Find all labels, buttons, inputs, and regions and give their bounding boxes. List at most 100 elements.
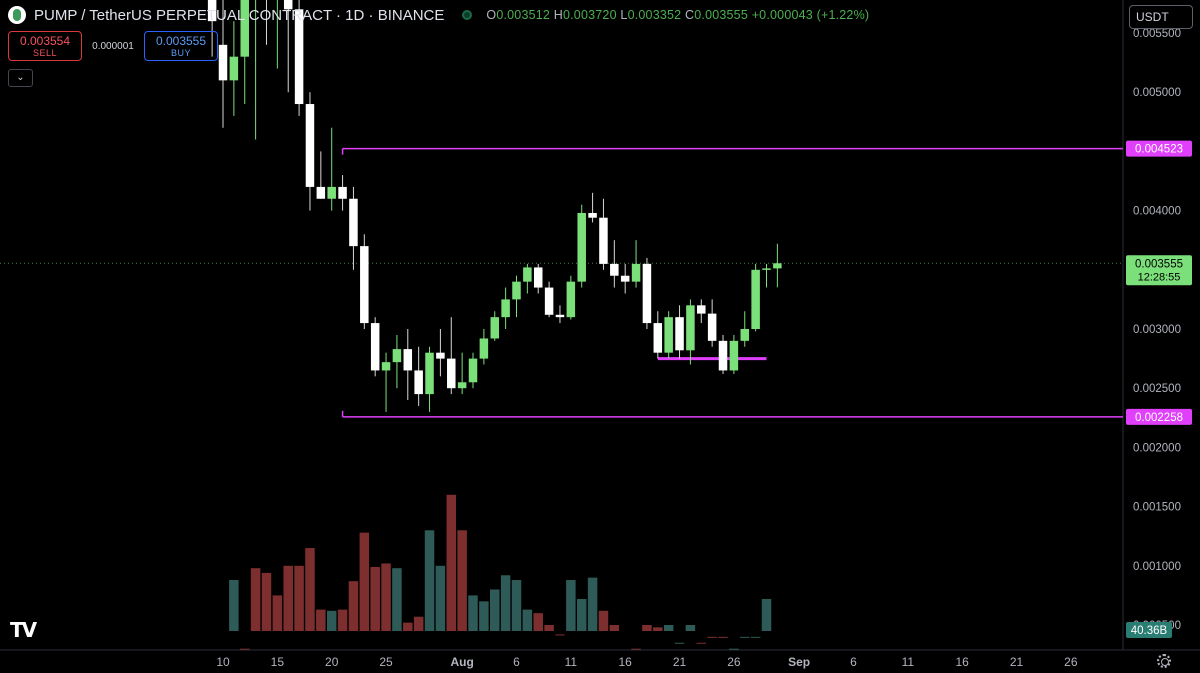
volume-bar — [479, 601, 489, 631]
candle-body — [577, 212, 586, 282]
collapse-button[interactable]: ⌄ — [8, 69, 33, 87]
candle-body — [392, 349, 402, 363]
candle — [664, 311, 673, 359]
time-axis[interactable]: 10 15 20 25 Aug 6 11 16 21 26 Sep 6 11 16 21 26 — [216, 655, 1078, 669]
candle-body — [512, 281, 521, 300]
volume-bar — [283, 565, 293, 631]
buy-button[interactable]: 0.003555 BUY — [144, 31, 218, 61]
candle — [686, 299, 695, 365]
candle — [414, 346, 423, 406]
candle — [642, 257, 652, 329]
price-tick-label: 0.001500 — [1133, 502, 1181, 514]
candle-body — [338, 186, 347, 199]
candle — [392, 334, 402, 389]
volume-bar — [620, 652, 630, 653]
symbol-logo-icon — [8, 6, 26, 24]
time-tick-label: Aug — [450, 655, 473, 669]
volume-bar — [674, 642, 685, 644]
volume-bar — [609, 625, 620, 631]
candle — [240, 0, 249, 105]
candle — [229, 21, 239, 116]
volume-bar — [392, 568, 402, 631]
candle — [588, 192, 597, 223]
candle-body — [349, 198, 358, 247]
candle-body — [294, 9, 304, 105]
price-axis[interactable]: 0.0055000.0050000.0045000.0040000.003500… — [1133, 28, 1181, 632]
candle-body — [620, 275, 630, 282]
volume-bar — [359, 532, 370, 631]
candle-body — [675, 317, 684, 351]
candle — [773, 243, 782, 288]
level-price-tag-text: 0.004523 — [1135, 144, 1183, 156]
candle — [425, 346, 434, 412]
time-tick-label: 6 — [850, 655, 857, 669]
candle — [468, 352, 478, 389]
settings-gear-icon[interactable] — [1157, 654, 1171, 668]
market-status-icon[interactable] — [462, 10, 473, 20]
high-label: H — [553, 8, 563, 22]
low-value: 0.003352 — [627, 8, 682, 22]
tradingview-logo[interactable]: TV — [10, 618, 37, 642]
volume-bar — [642, 625, 652, 631]
volume-bar — [261, 572, 272, 631]
candle-body — [533, 267, 543, 288]
time-tick-label: 20 — [325, 655, 339, 669]
volume-bar — [413, 616, 424, 631]
candle-body — [740, 329, 750, 341]
close-label: C — [685, 8, 695, 22]
candle-body — [555, 314, 565, 318]
candle — [740, 311, 750, 347]
candle-body — [653, 323, 663, 353]
candle — [544, 281, 554, 318]
candle-body — [316, 186, 326, 199]
currency-selector[interactable]: USDT — [1129, 5, 1193, 29]
candle-body — [697, 305, 706, 314]
candle-body — [479, 338, 489, 359]
candle — [338, 175, 347, 211]
high-value: 0.003720 — [562, 8, 617, 22]
candle — [305, 92, 315, 211]
candle — [523, 263, 532, 294]
volume-bar — [587, 577, 598, 631]
volume-tag-text: 40.36B — [1131, 625, 1168, 637]
candle — [533, 263, 543, 294]
volume-bar — [348, 581, 359, 631]
time-tick-label: 21 — [1010, 655, 1024, 669]
candle — [599, 198, 608, 270]
time-tick-label: 25 — [379, 655, 393, 669]
volume-bar — [218, 671, 228, 672]
candle-body — [642, 263, 652, 324]
volume-bar — [250, 568, 261, 631]
candle — [255, 0, 257, 140]
candle — [512, 275, 521, 318]
candle — [490, 311, 499, 341]
volume-bar — [337, 609, 348, 631]
open-label: O — [486, 8, 497, 22]
sell-button[interactable]: 0.003554 SELL — [8, 31, 82, 61]
volume-bar — [761, 598, 772, 631]
time-tick-label: 26 — [727, 655, 741, 669]
volume-bar — [740, 636, 750, 638]
price-tick-label: 0.005000 — [1133, 87, 1181, 99]
candle — [501, 287, 510, 329]
volume-bar — [566, 580, 576, 631]
volume-bar — [750, 636, 761, 638]
candle-body — [566, 281, 576, 318]
candle-body — [501, 299, 510, 318]
volume-bar — [490, 589, 500, 631]
price-tick-label: 0.003000 — [1133, 324, 1181, 336]
candle-body — [631, 263, 641, 282]
sell-price: 0.003554 — [19, 34, 71, 48]
candle-body — [327, 186, 336, 199]
candle — [577, 204, 586, 288]
candle-body — [588, 212, 597, 218]
candle — [675, 305, 684, 359]
time-tick-label: 16 — [619, 655, 633, 669]
volume-bar — [555, 634, 565, 636]
price-tick-label: 0.004000 — [1133, 206, 1181, 218]
open-value: 0.003512 — [496, 8, 551, 22]
candle-body — [729, 340, 739, 371]
symbol-title[interactable]: PUMP / TetherUS PERPETUAL CONTRACT · 1D … — [34, 6, 445, 24]
